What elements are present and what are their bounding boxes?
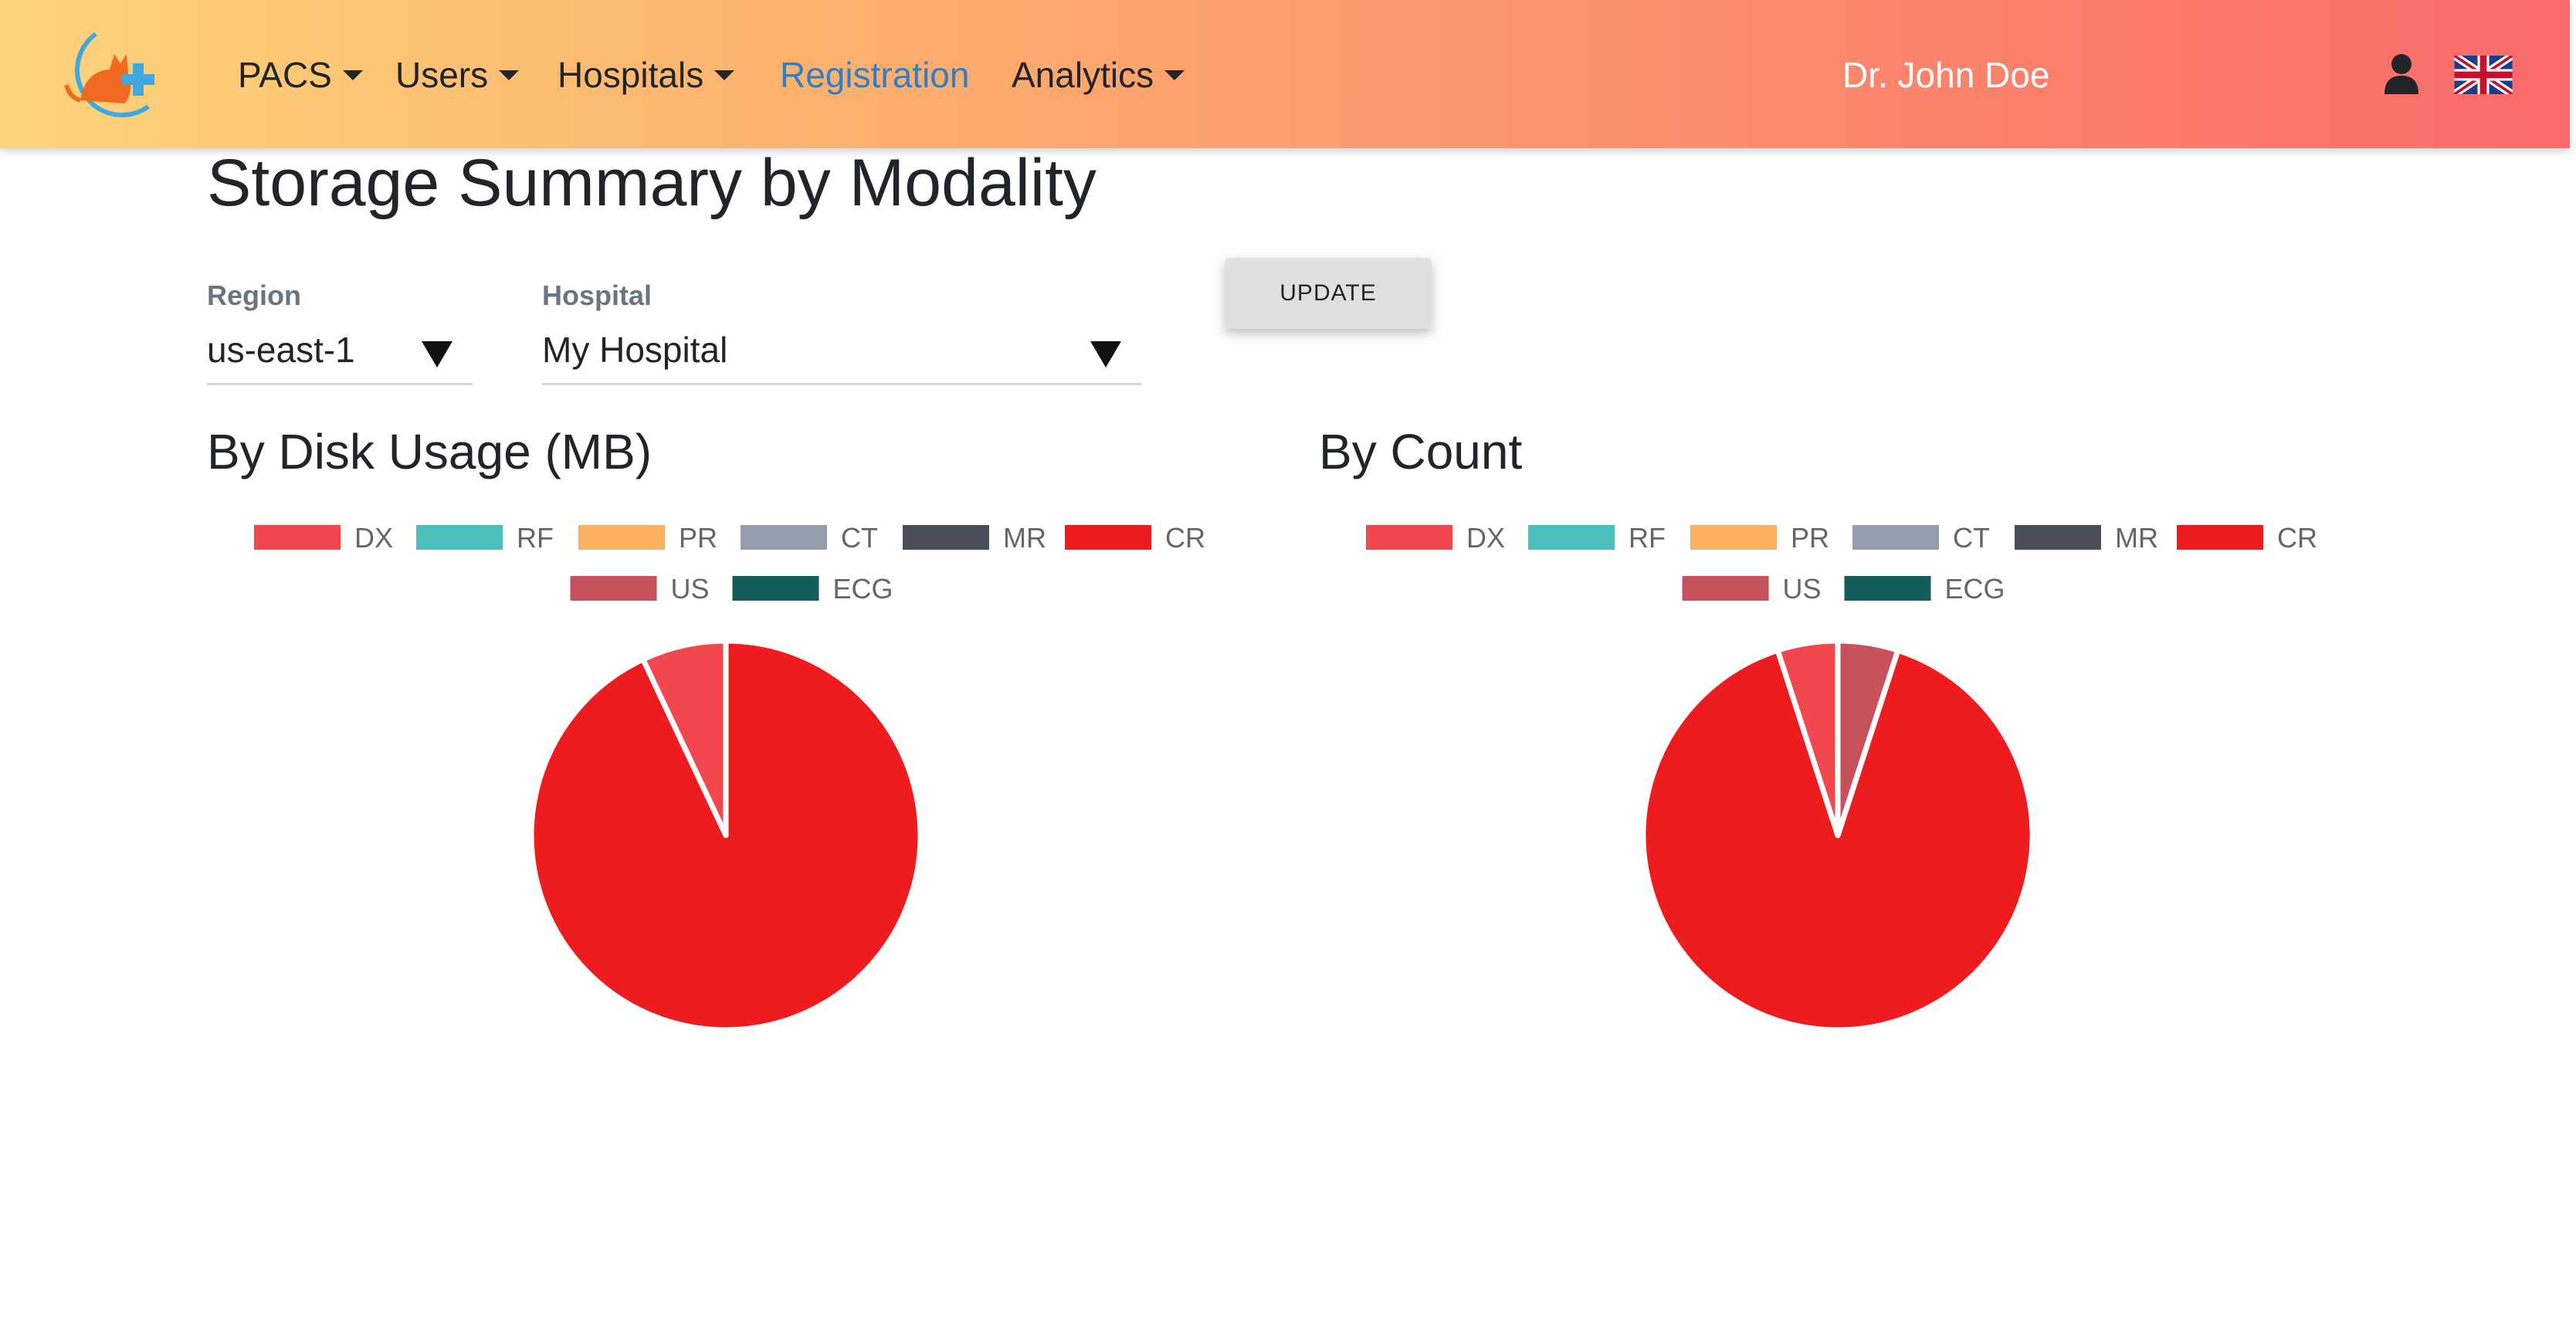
update-button[interactable]: UPDATE [1225,258,1432,329]
legend-swatch-cr [1065,525,1151,550]
legend-label-ct: CT [1953,522,1990,554]
chevron-down-icon [1164,69,1185,80]
dropdown-arrow-icon [422,341,452,368]
legend-swatch-pr [1690,525,1777,550]
hospital-select[interactable]: My Hospital [542,323,1141,385]
legend-label-us: US [671,573,710,605]
nav-registration-label: Registration [780,55,970,95]
legend-label-rf: RF [517,522,554,554]
hospital-label: Hospital [542,279,652,311]
nav-users-label: Users [395,55,489,95]
legend-item-ct[interactable]: CT [741,522,878,554]
disk-usage-pie-chart: DX RF PR CT MR CR US ECG [254,522,1205,1033]
legend-swatch-pr [578,525,665,550]
legend-label-dx: DX [1466,522,1505,554]
nav-pacs[interactable]: PACS [238,48,363,102]
legend-swatch-rf [1528,525,1615,550]
legend-label-ecg: ECG [833,573,893,605]
legend-item-rf[interactable]: RF [416,522,554,554]
nav-analytics-label: Analytics [1012,55,1154,95]
nav-pacs-label: PACS [238,55,332,95]
legend-label-cr: CR [2277,522,2317,554]
region-value: us-east-1 [207,330,355,370]
region-label: Region [207,279,301,311]
nav-analytics[interactable]: Analytics [1012,48,1185,102]
nav-hospitals-label: Hospitals [558,55,704,95]
legend-label-rf: RF [1629,522,1666,554]
legend-item-cr[interactable]: CR [2177,522,2317,554]
legend-item-ecg[interactable]: ECG [1844,573,2005,605]
user-name: Dr. John Doe [1842,55,2050,95]
legend-swatch-ecg [1844,576,1931,601]
nav-registration[interactable]: Registration [780,48,969,102]
nav-hospitals[interactable]: Hospitals [558,48,735,102]
chevron-down-icon [499,69,520,80]
pie-slice-cr[interactable] [1640,647,2035,1033]
legend-label-dx: DX [354,522,393,554]
legend-swatch-dx [254,525,341,550]
legend-item-us[interactable]: US [1682,573,1822,605]
page-title: Storage Summary by Modality [207,146,1096,220]
count-chart-title: By Count [1319,424,1523,479]
legend-swatch-cr [2177,525,2263,550]
legend-label-us: US [1783,573,1822,605]
pie-slice-cr[interactable] [528,638,924,1033]
legend-swatch-ecg [732,576,819,601]
legend-item-mr[interactable]: MR [2015,522,2158,554]
legend-item-ecg[interactable]: ECG [732,573,893,605]
legend-item-dx[interactable]: DX [254,522,393,554]
legend-swatch-us [570,576,657,601]
legend-label-mr: MR [1003,522,1046,554]
hospital-value: My Hospital [542,330,728,370]
legend-label-mr: MR [2115,522,2158,554]
count-pie-chart: DX RF PR CT MR CR US ECG [1366,522,2317,1033]
legend-swatch-mr [903,525,989,550]
pie-slice-us[interactable] [1835,638,1901,838]
cat-medical-cross-logo-icon[interactable] [49,23,165,124]
legend-label-pr: PR [679,522,717,554]
legend-label-ecg: ECG [1945,573,2005,605]
legend-item-pr[interactable]: PR [1690,522,1829,554]
top-navbar: PACS Users Hospitals Registration Analyt… [0,0,2570,148]
legend-swatch-us [1682,576,1769,601]
region-select[interactable]: us-east-1 [207,323,473,385]
legend-item-ct[interactable]: CT [1852,522,1990,554]
legend-item-us[interactable]: US [570,573,710,605]
legend-label-pr: PR [1791,522,1829,554]
legend-item-dx[interactable]: DX [1366,522,1505,554]
legend-swatch-rf [416,525,503,550]
dropdown-arrow-icon [1090,341,1121,368]
legend-swatch-dx [1366,525,1452,550]
legend-label-cr: CR [1165,522,1205,554]
chevron-down-icon [714,69,735,80]
legend-item-cr[interactable]: CR [1065,522,1205,554]
disk-usage-chart-title: By Disk Usage (MB) [207,424,652,479]
uk-flag-icon[interactable] [2454,56,2513,94]
legend-swatch-mr [2015,525,2101,550]
legend-label-ct: CT [841,522,878,554]
legend-item-rf[interactable]: RF [1528,522,1666,554]
chevron-down-icon [342,69,363,80]
user-icon[interactable] [2383,53,2420,96]
legend-item-pr[interactable]: PR [578,522,717,554]
legend-swatch-ct [1852,525,1939,550]
legend-item-mr[interactable]: MR [903,522,1046,554]
nav-users[interactable]: Users [395,48,520,102]
legend-swatch-ct [741,525,827,550]
